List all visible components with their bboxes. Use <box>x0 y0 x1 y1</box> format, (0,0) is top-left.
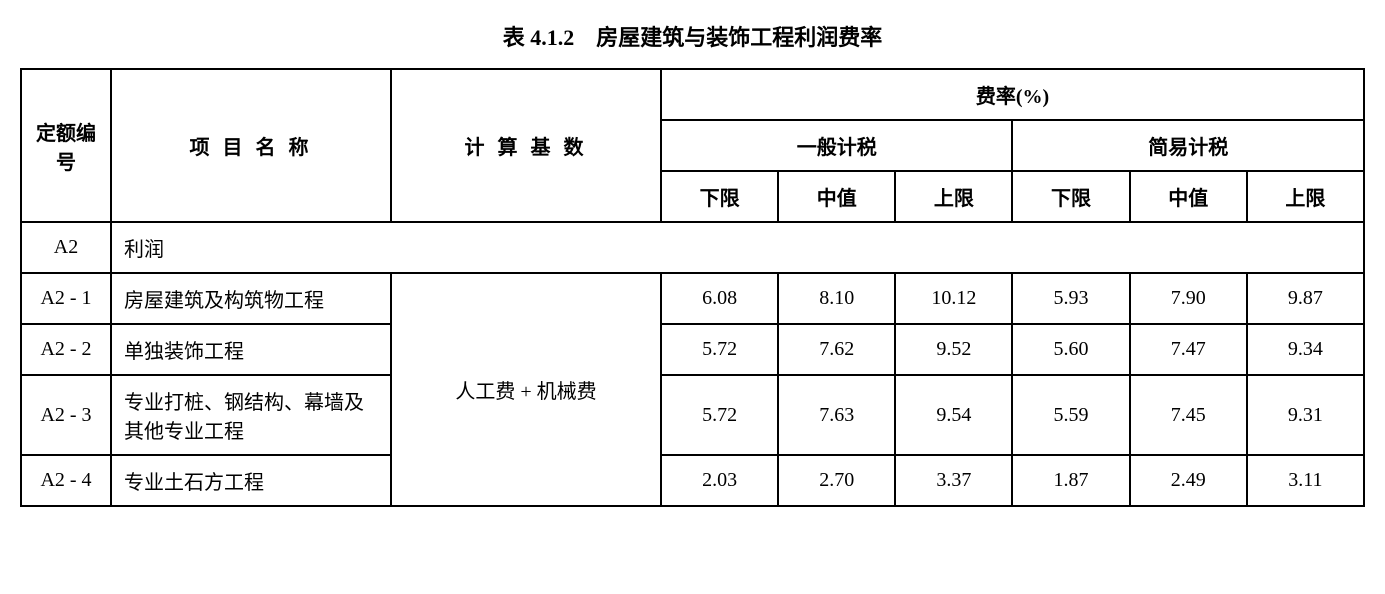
cell-value: 10.12 <box>895 273 1012 324</box>
cell-value: 7.45 <box>1130 375 1247 455</box>
cell-value: 3.11 <box>1247 455 1364 506</box>
header-rate: 费率(%) <box>661 69 1364 120</box>
header-code: 定额编号 <box>21 69 111 222</box>
row-code: A2 - 1 <box>21 273 111 324</box>
cell-value: 9.31 <box>1247 375 1364 455</box>
cell-value: 5.60 <box>1012 324 1129 375</box>
header-simple-mid: 中值 <box>1130 171 1247 222</box>
cell-value: 9.34 <box>1247 324 1364 375</box>
header-general-lower: 下限 <box>661 171 778 222</box>
cell-value: 7.90 <box>1130 273 1247 324</box>
row-code: A2 - 4 <box>21 455 111 506</box>
table-title: 表 4.1.2 房屋建筑与装饰工程利润费率 <box>20 20 1365 52</box>
header-general-upper: 上限 <box>895 171 1012 222</box>
cell-value: 5.72 <box>661 324 778 375</box>
row-name: 房屋建筑及构筑物工程 <box>111 273 391 324</box>
row-code: A2 - 3 <box>21 375 111 455</box>
cell-value: 9.87 <box>1247 273 1364 324</box>
table-row: A2 - 1 房屋建筑及构筑物工程 人工费 + 机械费 6.08 8.10 10… <box>21 273 1364 324</box>
row-name: 单独装饰工程 <box>111 324 391 375</box>
cell-value: 2.70 <box>778 455 895 506</box>
cell-value: 3.37 <box>895 455 1012 506</box>
cell-value: 5.59 <box>1012 375 1129 455</box>
header-name: 项 目 名 称 <box>111 69 391 222</box>
cell-value: 2.03 <box>661 455 778 506</box>
header-base: 计 算 基 数 <box>391 69 661 222</box>
cell-value: 5.93 <box>1012 273 1129 324</box>
rate-table: 定额编号 项 目 名 称 计 算 基 数 费率(%) 一般计税 简易计税 下限 … <box>20 68 1365 507</box>
table-row: A2 - 2 单独装饰工程 5.72 7.62 9.52 5.60 7.47 9… <box>21 324 1364 375</box>
cell-value: 7.63 <box>778 375 895 455</box>
cell-value: 1.87 <box>1012 455 1129 506</box>
cell-value: 2.49 <box>1130 455 1247 506</box>
section-row: A2 利润 <box>21 222 1364 273</box>
cell-value: 9.52 <box>895 324 1012 375</box>
calc-base-cell: 人工费 + 机械费 <box>391 273 661 506</box>
header-simple-lower: 下限 <box>1012 171 1129 222</box>
row-code: A2 - 2 <box>21 324 111 375</box>
cell-value: 8.10 <box>778 273 895 324</box>
row-name: 专业打桩、钢结构、幕墙及其他专业工程 <box>111 375 391 455</box>
table-row: A2 - 3 专业打桩、钢结构、幕墙及其他专业工程 5.72 7.63 9.54… <box>21 375 1364 455</box>
header-simple-upper: 上限 <box>1247 171 1364 222</box>
cell-value: 6.08 <box>661 273 778 324</box>
header-general-mid: 中值 <box>778 171 895 222</box>
section-label: 利润 <box>111 222 1364 273</box>
table-row: A2 - 4 专业土石方工程 2.03 2.70 3.37 1.87 2.49 … <box>21 455 1364 506</box>
cell-value: 7.47 <box>1130 324 1247 375</box>
row-name: 专业土石方工程 <box>111 455 391 506</box>
section-code: A2 <box>21 222 111 273</box>
cell-value: 7.62 <box>778 324 895 375</box>
header-simple-tax: 简易计税 <box>1012 120 1364 171</box>
header-general-tax: 一般计税 <box>661 120 1012 171</box>
cell-value: 9.54 <box>895 375 1012 455</box>
cell-value: 5.72 <box>661 375 778 455</box>
